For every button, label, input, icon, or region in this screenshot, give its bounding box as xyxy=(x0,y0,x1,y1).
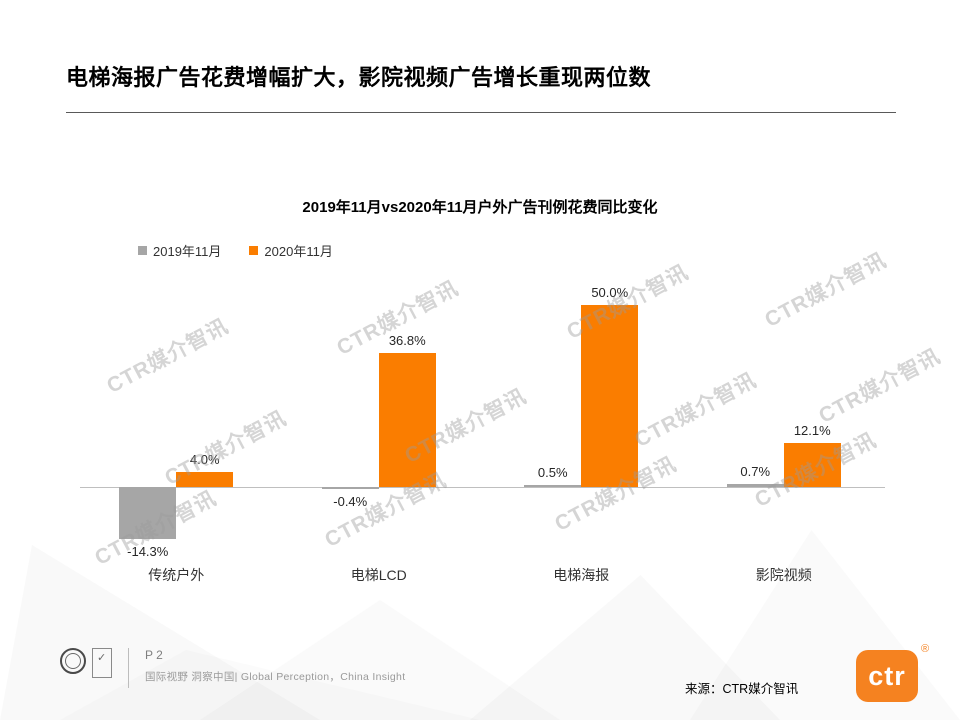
bar-value-label: 0.7% xyxy=(740,464,771,480)
category-labels: 传统户外 电梯LCD 电梯海报 影院视频 xyxy=(75,565,885,585)
bar-group-1: -14.3% 4.0% xyxy=(75,285,278,585)
bar-series-2 xyxy=(176,472,234,487)
page-number: P 2 xyxy=(145,648,163,662)
bar-value-label: 0.5% xyxy=(537,465,568,480)
bar-series-1 xyxy=(726,484,784,487)
bar-series-2 xyxy=(378,353,436,487)
bar-series-1 xyxy=(321,487,379,489)
background-polygon xyxy=(470,575,780,720)
footer-text: P 2 国际视野 洞察中国| Global Perception，China I… xyxy=(145,648,405,684)
bar-series-1 xyxy=(119,487,177,540)
footer-divider xyxy=(128,648,129,688)
bar-value-label: -14.3% xyxy=(127,544,169,560)
category-label: 电梯LCD xyxy=(350,567,407,583)
certification-stamps xyxy=(60,648,112,678)
ctr-logo-text: ctr xyxy=(868,660,906,691)
chart-legend: 2019年11月 2020年11月 xyxy=(138,241,333,260)
certification-seal-icon xyxy=(60,648,86,674)
bar-value-label: 36.8% xyxy=(388,333,426,349)
bar-group-2: -0.4% 36.8% xyxy=(278,285,481,585)
bar-group-4: 0.7% 12.1% xyxy=(683,285,886,585)
legend-label-2020: 2020年11月 xyxy=(264,244,333,259)
bar-chart: -14.3% 4.0% -0.4% 36.8% 0.5% 50.0% 0.7% 12.1% xyxy=(75,285,885,585)
legend-item-2020: 2020年11月 xyxy=(249,241,333,260)
x-axis-line xyxy=(80,487,885,488)
legend-swatch-2020 xyxy=(249,246,259,255)
footer: P 2 国际视野 洞察中国| Global Perception，China I… xyxy=(60,648,405,688)
legend-label-2019: 2019年11月 xyxy=(153,244,222,259)
bar-value-label: 50.0% xyxy=(591,285,629,300)
chart-title: 2019年11月vs2020年11月户外广告刊例花费同比变化 xyxy=(302,199,658,216)
bar-value-label: 4.0% xyxy=(189,452,220,468)
category-label: 影院视频 xyxy=(755,567,812,583)
bar-value-label: 12.1% xyxy=(793,422,831,438)
category-label: 电梯海报 xyxy=(553,567,610,583)
bar-series-2 xyxy=(581,305,639,487)
bar-group-3: 0.5% 50.0% xyxy=(480,285,683,585)
category-label: 传统户外 xyxy=(148,567,205,583)
bar-series-2 xyxy=(783,442,841,487)
ctr-logo: ctr xyxy=(856,650,918,702)
tagline: 国际视野 洞察中国| Global Perception，China Insig… xyxy=(145,671,406,683)
certification-badge-icon xyxy=(92,648,112,678)
slide-title: 电梯海报广告花费增幅扩大，影院视频广告增长重现两位数 xyxy=(66,65,652,90)
bar-series-1 xyxy=(524,485,582,487)
source-text: 来源：CTR媒介智讯 xyxy=(685,682,799,696)
legend-item-2019: 2019年11月 xyxy=(138,241,221,260)
legend-swatch-2019 xyxy=(138,246,147,255)
bar-value-label: -0.4% xyxy=(333,494,368,509)
title-divider xyxy=(66,112,896,113)
registered-trademark-icon: ® xyxy=(921,643,930,655)
